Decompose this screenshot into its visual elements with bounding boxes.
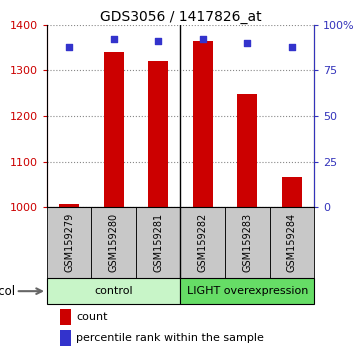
- Text: count: count: [76, 312, 108, 322]
- FancyBboxPatch shape: [136, 207, 180, 278]
- Text: GSM159281: GSM159281: [153, 213, 163, 272]
- Bar: [193, 41, 213, 207]
- Text: control: control: [95, 286, 133, 296]
- Text: protocol: protocol: [0, 285, 16, 298]
- Bar: [104, 52, 124, 207]
- Text: percentile rank within the sample: percentile rank within the sample: [76, 333, 264, 343]
- Bar: [237, 94, 257, 207]
- Point: [66, 44, 72, 50]
- FancyBboxPatch shape: [270, 207, 314, 278]
- FancyBboxPatch shape: [47, 278, 180, 304]
- Point: [200, 36, 206, 42]
- Text: LIGHT overexpression: LIGHT overexpression: [187, 286, 308, 296]
- Point: [111, 36, 117, 42]
- FancyBboxPatch shape: [47, 207, 91, 278]
- Text: GSM159280: GSM159280: [109, 213, 119, 272]
- FancyBboxPatch shape: [180, 207, 225, 278]
- Point: [289, 44, 295, 50]
- Point: [155, 38, 161, 44]
- Text: GSM159279: GSM159279: [64, 213, 74, 272]
- Point: [244, 40, 250, 46]
- Bar: [59, 204, 79, 207]
- Text: GSM159284: GSM159284: [287, 213, 297, 272]
- Text: GSM159282: GSM159282: [198, 213, 208, 272]
- FancyBboxPatch shape: [91, 207, 136, 278]
- Text: GSM159283: GSM159283: [242, 213, 252, 272]
- Bar: [282, 177, 302, 207]
- FancyBboxPatch shape: [180, 278, 314, 304]
- Bar: [60, 309, 71, 325]
- Bar: [60, 330, 71, 346]
- FancyBboxPatch shape: [225, 207, 270, 278]
- Bar: [148, 61, 168, 207]
- Title: GDS3056 / 1417826_at: GDS3056 / 1417826_at: [100, 10, 261, 24]
